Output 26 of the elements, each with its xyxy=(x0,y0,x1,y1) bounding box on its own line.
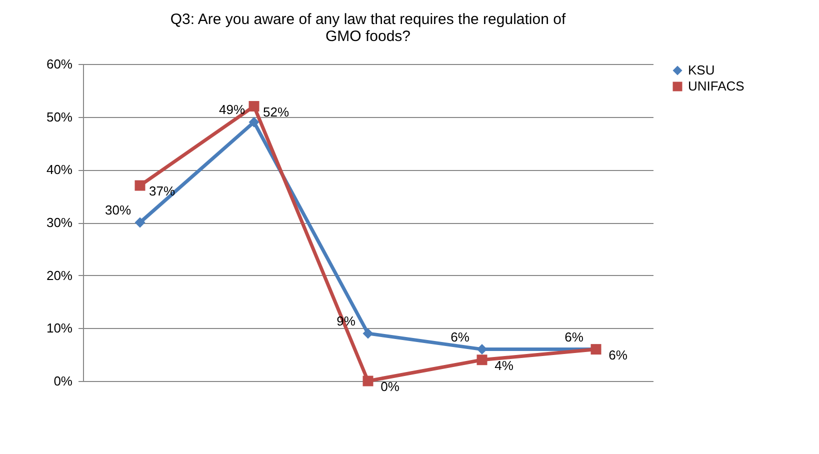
data-label: 52% xyxy=(262,104,290,120)
y-tick-label: 50% xyxy=(46,109,73,124)
data-label: 6% xyxy=(450,329,470,344)
y-tick-label: 10% xyxy=(46,320,73,336)
data-label: 0% xyxy=(380,379,400,394)
data-label: 30% xyxy=(104,202,132,218)
y-tick-label: 20% xyxy=(46,268,73,283)
data-label: 4% xyxy=(494,358,514,373)
point xyxy=(134,217,146,228)
chart-title: Q3: Are you aware of any law that requires the regulation of GMO foods? xyxy=(170,11,566,45)
data-label: 6% xyxy=(564,329,584,344)
y-tick-label: 0% xyxy=(54,374,73,388)
point xyxy=(248,101,260,112)
y-tick-label: 30% xyxy=(46,215,73,230)
legend-label: UNIFACS xyxy=(688,78,745,94)
point xyxy=(134,180,146,191)
data-label: 49% xyxy=(218,102,246,118)
data-label: 37% xyxy=(148,184,176,199)
point xyxy=(362,376,374,386)
point xyxy=(248,116,260,128)
y-tick-label: 60% xyxy=(46,56,73,72)
data-label: 6% xyxy=(608,347,628,362)
y-tick-label: 40% xyxy=(46,162,73,178)
legend-label: KSU xyxy=(688,62,715,78)
point xyxy=(476,354,488,366)
point xyxy=(362,328,374,339)
